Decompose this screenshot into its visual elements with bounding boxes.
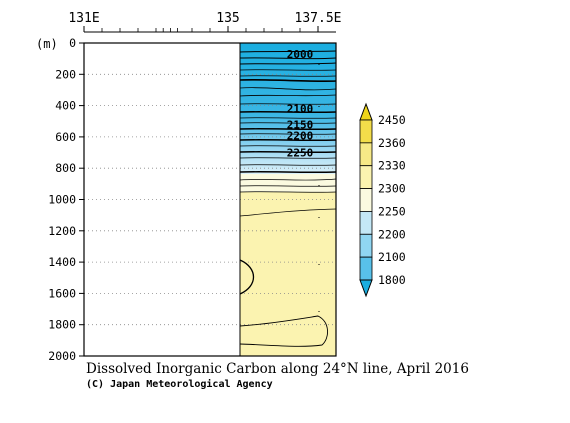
colorbar-bottom-arrow — [359, 279, 373, 298]
colorbar-label: 2100 — [378, 250, 406, 264]
contour-line — [240, 208, 336, 217]
x-tick-label: 131E — [68, 11, 99, 26]
station-marker — [318, 106, 320, 107]
contour-line — [240, 164, 336, 166]
y-tick-label: 400 — [55, 99, 76, 113]
colorbar-segment — [359, 211, 373, 235]
colorbar-label: 2450 — [378, 113, 406, 127]
y-tick-label: 2000 — [48, 349, 76, 363]
contour-line — [240, 75, 336, 77]
colorbar-label: 2360 — [378, 136, 406, 150]
contour-line — [240, 139, 336, 141]
contour-line — [240, 315, 328, 347]
colorbar-segment — [359, 233, 373, 258]
contour-line — [240, 178, 336, 181]
contour-line — [240, 103, 336, 105]
station-marker — [318, 217, 320, 218]
contour-label: 2100 — [287, 103, 314, 116]
colorbar-segment — [359, 142, 373, 167]
contour-line — [240, 133, 336, 135]
contour-line — [240, 185, 336, 187]
colorbar-segment — [359, 188, 373, 212]
transition-fill — [240, 174, 336, 192]
x-tick-label: 137.5E — [295, 11, 342, 26]
y-tick-label: 0 — [69, 36, 76, 50]
contour-line — [240, 191, 336, 193]
colorbar-segment — [359, 165, 373, 189]
contour-line — [240, 50, 336, 53]
station-marker — [318, 264, 320, 265]
contour-line — [240, 259, 255, 295]
contour-label: 2000 — [287, 48, 314, 61]
colorbar-label: 1800 — [378, 273, 406, 287]
y-tick-label: 1600 — [48, 286, 76, 300]
contour-line — [240, 157, 336, 159]
colorbar: 2450 2360 2330 2300 2250 2200 2100 1800 — [359, 102, 406, 298]
contour-line — [240, 117, 336, 119]
station-marker — [318, 311, 320, 312]
y-tick-label: 1000 — [48, 193, 76, 207]
contour-label: 2150 — [287, 118, 314, 131]
x-axis-labels: 131E 135 137.5E — [68, 11, 341, 26]
credit-text: (C) Japan Meteorological Agency — [86, 378, 273, 390]
y-axis-ticks: 0 200 400 600 800 1000 1200 1400 1600 1800 2000 — [48, 36, 84, 363]
contour-line — [240, 62, 336, 65]
colorbar-label: 2300 — [378, 182, 406, 196]
station-marker — [318, 64, 320, 65]
x-tick-label: 135 — [216, 11, 239, 26]
colorbar-top-arrow — [359, 102, 373, 121]
colorbar-label: 2330 — [378, 159, 406, 173]
station-markers — [318, 64, 320, 312]
contour-line — [240, 128, 336, 130]
contour-line — [240, 79, 336, 82]
contour-label: 2250 — [287, 147, 314, 160]
y-axis-unit: (m) — [36, 37, 58, 51]
y-tick-label: 600 — [55, 130, 76, 144]
contour-line — [240, 87, 336, 91]
colorbar-label: 2250 — [378, 204, 406, 218]
y-tick-label: 1200 — [48, 224, 76, 238]
y-tick-label: 1400 — [48, 255, 76, 269]
contour-lines — [240, 50, 336, 347]
station-marker — [318, 185, 320, 186]
contour-line — [240, 94, 336, 97]
contour-line — [240, 57, 336, 60]
contour-line — [240, 171, 336, 173]
contour-line — [240, 122, 336, 124]
x-axis-ticks — [83, 26, 319, 32]
y-tick-label: 200 — [55, 67, 76, 81]
contour-line — [240, 69, 336, 71]
colorbar-segment — [359, 256, 373, 281]
contour-line — [240, 145, 336, 147]
y-tick-label: 1800 — [48, 318, 76, 332]
colorbar-segment — [359, 119, 373, 144]
y-tick-label: 800 — [55, 161, 76, 175]
contour-line — [240, 151, 336, 153]
contour-line — [240, 111, 336, 113]
colorbar-label: 2200 — [378, 227, 406, 241]
chart-title: Dissolved Inorganic Carbon along 24°N li… — [86, 361, 469, 377]
contour-label: 2200 — [287, 129, 314, 142]
